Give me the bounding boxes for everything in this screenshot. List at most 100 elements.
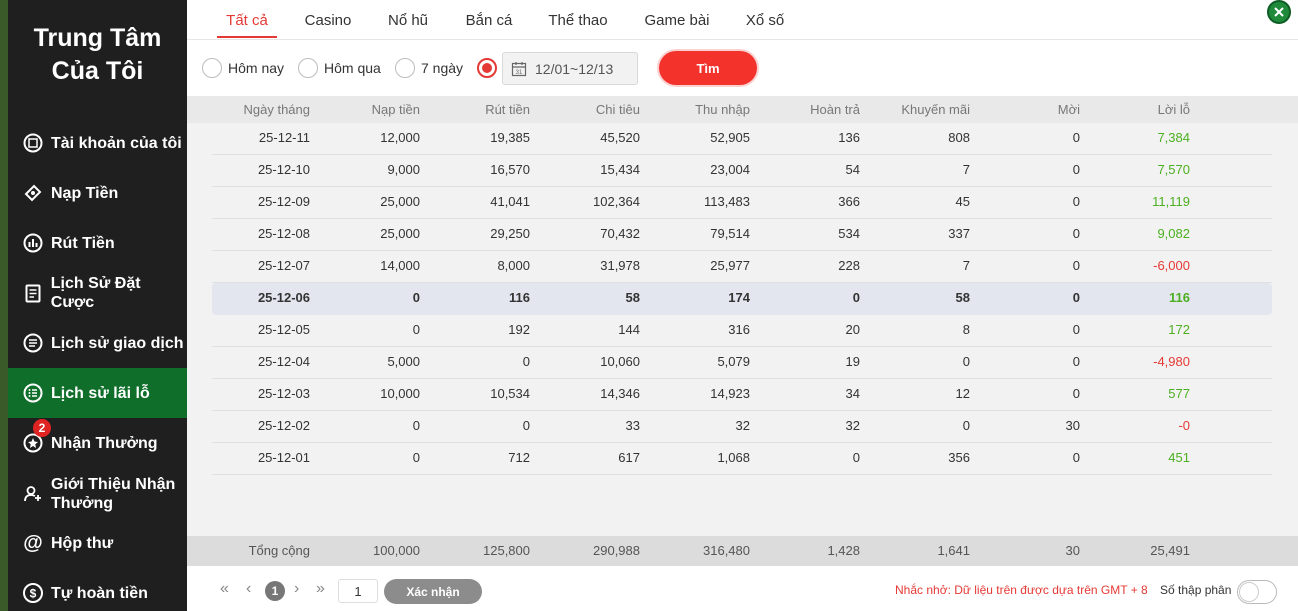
total-cell: 100,000 [373, 543, 420, 558]
profit-loss-cell: 11,119 [1152, 194, 1190, 209]
sidebar-item-referral[interactable]: Giới Thiệu Nhận Thưởng [8, 468, 187, 520]
date-cell: 25-12-04 [257, 354, 310, 369]
date-cell: 25-12-09 [257, 194, 310, 209]
sidebar-item-transactions[interactable]: Lịch sử giao dịch [8, 318, 187, 368]
spend-cell: 102,364 [593, 194, 640, 209]
profit-loss-cell: -6,000 [1153, 258, 1190, 273]
radio-7-days[interactable]: 7 ngày [395, 58, 463, 78]
last-page-icon[interactable]: » [316, 580, 325, 597]
tab-slots[interactable]: Nổ hũ [387, 11, 429, 29]
promotion-cell: 7 [962, 162, 970, 177]
promotion-cell: 45 [955, 194, 970, 209]
promotion-cell: 0 [962, 418, 970, 433]
table-row: 25-12-10 9,000 16,570 15,434 23,004 54 7 0 7,570 [212, 155, 1272, 187]
decimal-toggle[interactable] [1237, 580, 1277, 604]
category-tabs: Tất cả Casino Nổ hũ Bắn cá Thể thao Game… [187, 0, 1298, 40]
withdraw-cell: 8,000 [497, 258, 530, 273]
sidebar-item-label: Lịch sử lãi lỗ [51, 384, 150, 402]
table-row: 25-12-11 12,000 19,385 45,520 52,905 136 808 0 7… [212, 123, 1272, 155]
withdraw-cell: 41,041 [490, 194, 530, 209]
notification-badge: 2 [33, 419, 51, 437]
confirm-page-button[interactable]: Xác nhận [384, 579, 482, 604]
sidebar-item-bet-history[interactable]: Lịch Sử Đặt Cược [8, 268, 187, 318]
tab-lottery[interactable]: Xổ số [745, 11, 785, 29]
invite-cell: 0 [1072, 162, 1080, 177]
sidebar-item-deposit[interactable]: Nạp Tiền [8, 168, 187, 218]
withdraw-cell: 10,534 [490, 386, 530, 401]
sidebar-item-rewards[interactable]: 2 Nhận Thưởng [8, 418, 187, 468]
income-cell: 1,068 [717, 450, 750, 465]
sidebar-item-account[interactable]: Tài khoản của tôi [8, 118, 187, 168]
transaction-icon [22, 332, 44, 354]
profit-loss-icon [22, 382, 44, 404]
sidebar-item-label: Giới Thiệu Nhận Thưởng [51, 475, 175, 513]
tab-card-games[interactable]: Game bài [644, 11, 710, 29]
withdraw-cell: 16,570 [490, 162, 530, 177]
sidebar-item-label-line1: Giới Thiệu Nhận [51, 476, 176, 493]
invite-cell: 0 [1072, 290, 1080, 305]
rebate-cell: 534 [838, 226, 860, 241]
current-page[interactable]: 1 [265, 581, 285, 601]
radio-custom-range[interactable] [477, 58, 503, 78]
table-header: Ngày tháng Nạp tiền Rút tiền Chi tiêu Th… [187, 96, 1298, 123]
column-header: Rút tiền [485, 102, 530, 117]
rebate-cell: 136 [838, 130, 860, 145]
profit-loss-table: Ngày tháng Nạp tiền Rút tiền Chi tiêu Th… [187, 96, 1298, 536]
column-header: Thu nhập [695, 102, 750, 117]
invite-cell: 0 [1072, 354, 1080, 369]
sidebar-item-cashback[interactable]: $ Tự hoàn tiền [8, 568, 187, 611]
sidebar-item-mailbox[interactable]: @ Hộp thư [8, 518, 187, 568]
invite-cell: 0 [1072, 450, 1080, 465]
tab-all[interactable]: Tất cả [226, 11, 268, 29]
radio-yesterday[interactable]: Hôm qua [298, 58, 381, 78]
column-header: Nạp tiền [371, 102, 420, 117]
next-page-icon[interactable]: › [294, 580, 300, 597]
date-cell: 25-12-01 [257, 450, 310, 465]
deposit-cell: 25,000 [380, 226, 420, 241]
radio-dot [202, 58, 222, 78]
column-header: Lời lỗ [1157, 102, 1190, 117]
invite-cell: 0 [1072, 226, 1080, 241]
sidebar-item-label: Rút Tiền [51, 234, 115, 252]
income-cell: 316 [728, 322, 750, 337]
tab-fishing[interactable]: Bắn cá [465, 11, 513, 29]
tab-casino[interactable]: Casino [304, 11, 352, 29]
spend-cell: 31,978 [600, 258, 640, 273]
spend-cell: 144 [618, 322, 640, 337]
promotion-cell: 808 [948, 130, 970, 145]
sidebar-item-label: Nhận Thưởng [51, 434, 158, 452]
deposit-cell: 10,000 [380, 386, 420, 401]
spend-cell: 14,346 [600, 386, 640, 401]
promotion-cell: 337 [948, 226, 970, 241]
search-button[interactable]: Tìm [659, 51, 757, 85]
date-range-picker[interactable]: 31 12/01~12/13 [502, 52, 638, 85]
column-header: Hoàn trả [810, 102, 860, 117]
profit-loss-cell: 7,570 [1157, 162, 1190, 177]
tab-sports[interactable]: Thể thao [548, 11, 608, 29]
active-tab-underline [217, 36, 277, 38]
invite-cell: 0 [1072, 386, 1080, 401]
close-button[interactable] [1267, 0, 1291, 24]
income-cell: 32 [735, 418, 750, 433]
prev-page-icon[interactable]: ‹ [246, 580, 252, 597]
income-cell: 5,079 [717, 354, 750, 369]
column-header: Khuyến mãi [901, 102, 970, 117]
svg-text:$: $ [30, 587, 37, 601]
sidebar-item-withdraw[interactable]: Rút Tiền [8, 218, 187, 268]
radio-today[interactable]: Hôm nay [202, 58, 284, 78]
first-page-icon[interactable]: « [220, 580, 229, 597]
total-cell: 30 [1065, 543, 1080, 558]
invite-cell: 30 [1065, 418, 1080, 433]
total-cell: 1,641 [937, 543, 970, 558]
table-row: 25-12-08 25,000 29,250 70,432 79,514 534 337 0 9… [212, 219, 1272, 251]
sidebar-title: Trung Tâm Của Tôi [8, 22, 187, 88]
timezone-note: Nhắc nhở: Dữ liệu trên được dựa trên GMT… [895, 583, 1148, 597]
sidebar-item-profit-loss[interactable]: Lịch sử lãi lỗ [8, 368, 187, 418]
radio-dot [298, 58, 318, 78]
withdraw-cell: 712 [508, 450, 530, 465]
page-number-input[interactable] [338, 579, 378, 603]
date-cell: 25-12-03 [257, 386, 310, 401]
promotion-cell: 7 [962, 258, 970, 273]
table-total-row: Tổng cộng 100,000 125,800 290,988 316,48… [187, 536, 1298, 566]
table-row: 25-12-04 5,000 0 10,060 5,079 19 0 0 -4,980 [212, 347, 1272, 379]
